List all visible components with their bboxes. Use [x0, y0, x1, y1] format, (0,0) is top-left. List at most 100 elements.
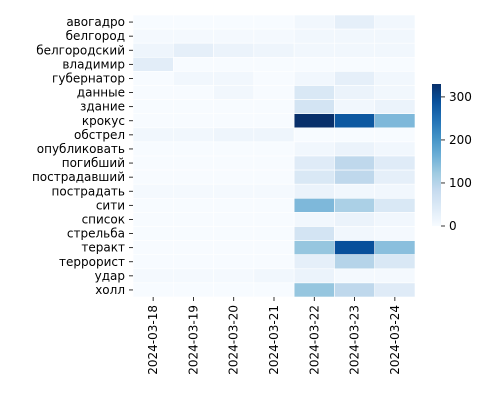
y-tick-label: список — [82, 212, 125, 226]
y-tick-label: здание — [80, 100, 125, 114]
x-tick-label: 2024-03-21 — [267, 305, 281, 375]
y-tick-label: губернатор — [52, 71, 125, 85]
heatmap-cell — [374, 169, 416, 185]
heatmap-cell — [253, 42, 295, 58]
heatmap-cell — [293, 56, 335, 72]
heatmap-cell — [374, 226, 416, 241]
heatmap-cell — [172, 254, 214, 270]
heatmap-cell — [334, 268, 376, 284]
heatmap-cell — [293, 99, 335, 114]
heatmap-cell — [213, 42, 255, 58]
heatmap-cell — [213, 14, 255, 30]
heatmap-cell — [132, 268, 174, 284]
heatmap-cell — [334, 240, 376, 256]
heatmap-cell — [253, 240, 295, 256]
y-tick-label: авогадро — [66, 15, 125, 29]
heatmap-cell — [293, 71, 335, 86]
x-tick-labels: 2024-03-18 2024-03-19 2024-03-20 2024-03-21… — [146, 297, 402, 375]
heatmap-cell — [334, 226, 376, 241]
heatmap-cell — [334, 56, 376, 72]
heatmap-cell — [293, 226, 335, 241]
heatmap-cell — [132, 42, 174, 58]
heatmap-cell — [293, 127, 335, 143]
heatmap-cell — [172, 28, 214, 44]
heatmap-cell — [172, 198, 214, 213]
heatmap-cell — [172, 155, 214, 171]
heatmap-cell — [334, 42, 376, 58]
heatmap-cell — [132, 99, 174, 114]
heatmap-cell — [172, 42, 214, 58]
y-tick-label: пострадать — [52, 184, 125, 198]
heatmap-cell — [374, 268, 416, 284]
heatmap-cell — [132, 240, 174, 256]
heatmap-cell — [253, 212, 295, 227]
colorbar-ticks: 0 100 200 300 — [441, 90, 472, 233]
heatmap-cell — [253, 141, 295, 157]
heatmap-cell — [172, 226, 214, 241]
heatmap-cell — [132, 71, 174, 86]
heatmap-cell — [172, 268, 214, 284]
x-tick-label: 2024-03-18 — [146, 305, 160, 375]
heatmap-cell — [374, 85, 416, 100]
heatmap-cell — [293, 141, 335, 157]
heatmap-cell — [132, 212, 174, 227]
heatmap-cell — [374, 42, 416, 58]
heatmap-cell — [172, 14, 214, 30]
heatmap-cell — [334, 169, 376, 185]
heatmap-cell — [132, 254, 174, 270]
heatmap-cell — [334, 254, 376, 270]
heatmap-cell — [132, 226, 174, 241]
y-tick-label: крокус — [82, 114, 125, 128]
heatmap-cell — [213, 254, 255, 270]
heatmap-cell — [374, 71, 416, 86]
y-tick-label: сити — [96, 198, 125, 212]
heatmap-cell — [213, 155, 255, 171]
heatmap-cell — [213, 226, 255, 241]
y-tick-label: теракт — [81, 241, 125, 255]
heatmap-cell — [293, 212, 335, 227]
heatmap-cell — [253, 113, 295, 129]
heatmap-cell — [213, 212, 255, 227]
heatmap-cell — [293, 198, 335, 213]
colorbar-gradient — [432, 84, 441, 226]
y-tick-label: погибший — [62, 156, 125, 170]
heatmap-cell — [132, 28, 174, 44]
colorbar: 0 100 200 300 — [432, 84, 472, 233]
heatmap-cell — [253, 99, 295, 114]
y-tick-label: белгородский — [36, 43, 125, 57]
heatmap-cell — [213, 240, 255, 256]
x-tick-label: 2024-03-22 — [307, 305, 321, 375]
heatmap-cell — [334, 212, 376, 227]
heatmap-cell — [253, 268, 295, 284]
heatmap-cell — [213, 282, 255, 298]
heatmap-cell — [132, 155, 174, 171]
y-tick-label: террорист — [59, 255, 125, 269]
heatmap-cell — [213, 268, 255, 284]
heatmap-cell — [253, 155, 295, 171]
heatmap-cell — [374, 240, 416, 256]
heatmap-cell — [172, 282, 214, 298]
heatmap-cell — [172, 212, 214, 227]
y-tick-label: обстрел — [74, 128, 125, 142]
heatmap-cell — [172, 56, 214, 72]
heatmap-cell — [374, 198, 416, 213]
heatmap-cell — [374, 127, 416, 143]
heatmap-cell — [172, 85, 214, 100]
heatmap-cell — [132, 198, 174, 213]
heatmap-cell — [334, 127, 376, 143]
y-tick-label: опубликовать — [37, 142, 125, 156]
heatmap-cell — [213, 169, 255, 185]
x-tick-label: 2024-03-24 — [388, 305, 402, 375]
colorbar-tick-label: 100 — [449, 176, 472, 190]
heatmap-cell — [374, 282, 416, 298]
y-tick-label: стрельба — [67, 227, 125, 241]
heatmap-cells — [132, 14, 416, 298]
heatmap-cell — [334, 198, 376, 213]
heatmap-cell — [213, 183, 255, 199]
heatmap-cell — [172, 141, 214, 157]
heatmap-cell — [132, 113, 174, 129]
heatmap-cell — [374, 141, 416, 157]
heatmap-cell — [213, 113, 255, 129]
heatmap-cell — [334, 99, 376, 114]
heatmap-cell — [334, 113, 376, 129]
